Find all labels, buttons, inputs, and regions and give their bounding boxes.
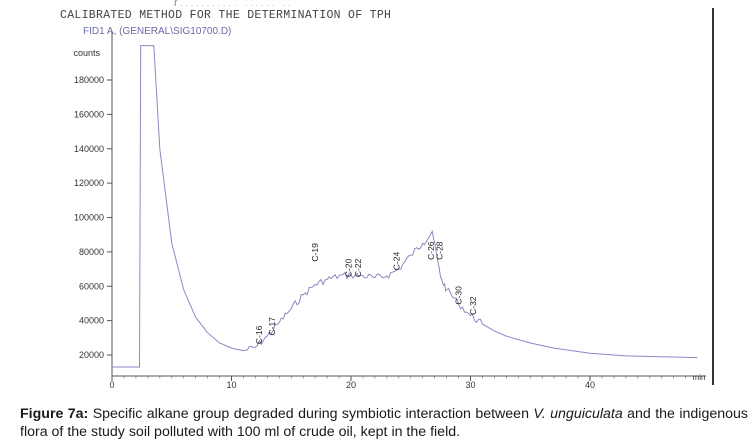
peak-label: C-24 <box>391 252 401 271</box>
y-tick-label: 40000 <box>79 316 104 326</box>
caption-species: V. unguiculata <box>533 406 623 422</box>
x-tick-label: 10 <box>226 380 236 390</box>
x-tick-label: 30 <box>465 380 475 390</box>
axis-ticks: 20000 40000 60000 80000 100000 120000 140000 16… <box>73 48 705 390</box>
y-axis-label: counts <box>73 48 100 58</box>
x-axis-label: min <box>693 373 706 382</box>
x-tick-label: 40 <box>585 380 595 390</box>
peak-label: C-26 <box>426 241 436 260</box>
peak-label: C-28 <box>434 241 444 260</box>
figure-caption: Figure 7a: Specific alkane group degrade… <box>20 405 748 441</box>
y-tick-label: 180000 <box>74 75 104 85</box>
y-tick-label: 60000 <box>79 281 104 291</box>
method-title: CALIBRATED METHOD FOR THE DETERMINATION … <box>60 9 392 22</box>
peak-labels: C-16 C-17 C-19 C-20 C-22 C-24 C-26C-28 C-30 C-32 <box>254 241 478 344</box>
peak-label: C-19 <box>310 243 320 262</box>
plot-frame <box>111 8 714 385</box>
trace-id: FID1 A, (GENERAL\SIG10700.D) <box>83 26 232 37</box>
peak-label: C-17 <box>267 317 277 336</box>
x-tick-label: 0 <box>109 380 114 390</box>
chromatogram-trace <box>112 45 698 368</box>
caption-text-2: and the indigenous flora of the study so… <box>20 406 748 440</box>
y-tick-label: 160000 <box>74 109 104 119</box>
y-tick-label: 20000 <box>79 350 104 360</box>
peak-label: C-20 <box>344 258 354 277</box>
y-tick-label: 100000 <box>74 213 104 223</box>
y-tick-label: 80000 <box>79 247 104 257</box>
y-tick-label: 120000 <box>74 178 104 188</box>
x-tick-label: 20 <box>346 380 356 390</box>
caption-figure-label: Figure 7a: <box>20 406 89 422</box>
caption-text-1: Specific alkane group degraded during sy… <box>88 406 534 422</box>
peak-label: C-30 <box>454 286 464 305</box>
header-cut-line: [........... ...... .. <box>173 0 292 6</box>
y-tick-label: 140000 <box>74 144 104 154</box>
peak-label: C-16 <box>254 325 264 344</box>
peak-label: C-32 <box>468 296 478 315</box>
peak-label: C-22 <box>353 258 363 277</box>
